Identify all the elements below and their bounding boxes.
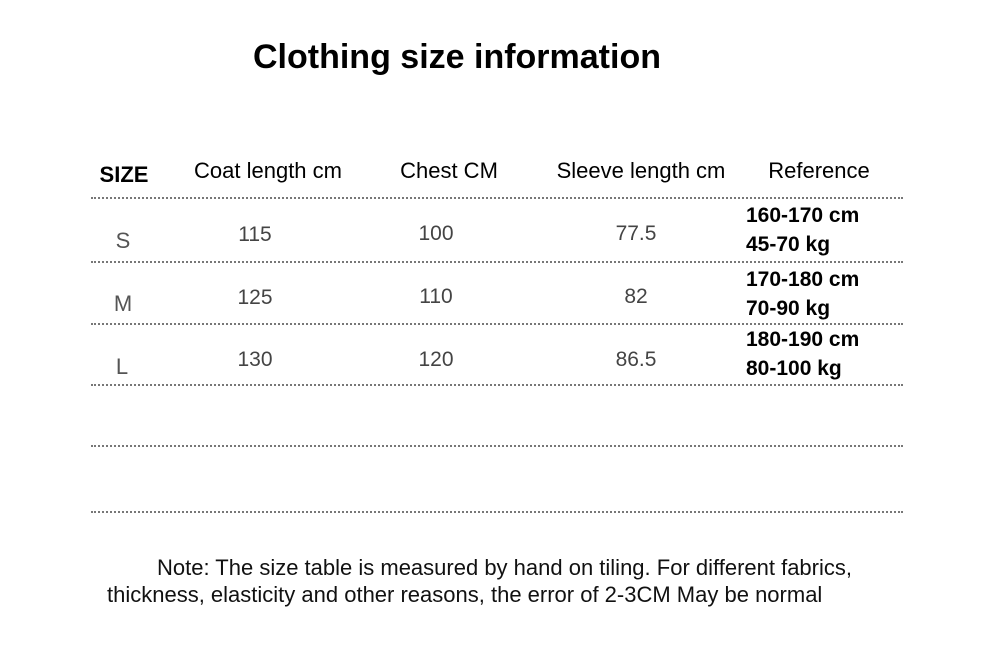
divider: [91, 384, 903, 386]
reference-weight: 80-100 kg: [746, 357, 842, 380]
reference-weight: 70-90 kg: [746, 297, 831, 320]
coat-length-value: 125: [237, 286, 273, 309]
reference-height: 160-170 cm: [746, 204, 860, 227]
divider: [91, 511, 903, 513]
sleeve-length-value: 77.5: [615, 222, 657, 245]
coat-length-value: 115: [238, 223, 272, 246]
measurement-note: Note: The size table is measured by hand…: [107, 555, 852, 607]
reference-weight: 45-70 kg: [746, 233, 831, 256]
divider: [91, 323, 903, 325]
chest-value: 110: [419, 285, 453, 308]
header-reference: Reference: [768, 158, 870, 183]
header-chest: Chest CM: [400, 158, 498, 183]
chest-value: 100: [418, 222, 454, 245]
page-title: Clothing size information: [253, 38, 661, 76]
chest-value: 120: [418, 348, 454, 371]
divider: [91, 197, 903, 199]
header-coat-length: Coat length cm: [194, 158, 342, 183]
divider: [91, 261, 903, 263]
divider: [91, 445, 903, 447]
reference-height: 170-180 cm: [746, 268, 860, 291]
size-label: S: [115, 228, 131, 253]
reference-value: 180-190 cm 80-100 kg: [746, 325, 859, 383]
reference-height: 180-190 cm: [746, 328, 860, 351]
header-size: SIZE: [99, 162, 149, 187]
reference-value: 160-170 cm 45-70 kg: [746, 201, 859, 259]
reference-value: 170-180 cm 70-90 kg: [746, 265, 859, 323]
coat-length-value: 130: [237, 348, 273, 371]
size-label: L: [115, 354, 129, 379]
sleeve-length-value: 82: [624, 285, 648, 308]
header-sleeve-length: Sleeve length cm: [556, 158, 726, 183]
sleeve-length-value: 86.5: [615, 348, 657, 371]
size-label: M: [113, 291, 133, 316]
